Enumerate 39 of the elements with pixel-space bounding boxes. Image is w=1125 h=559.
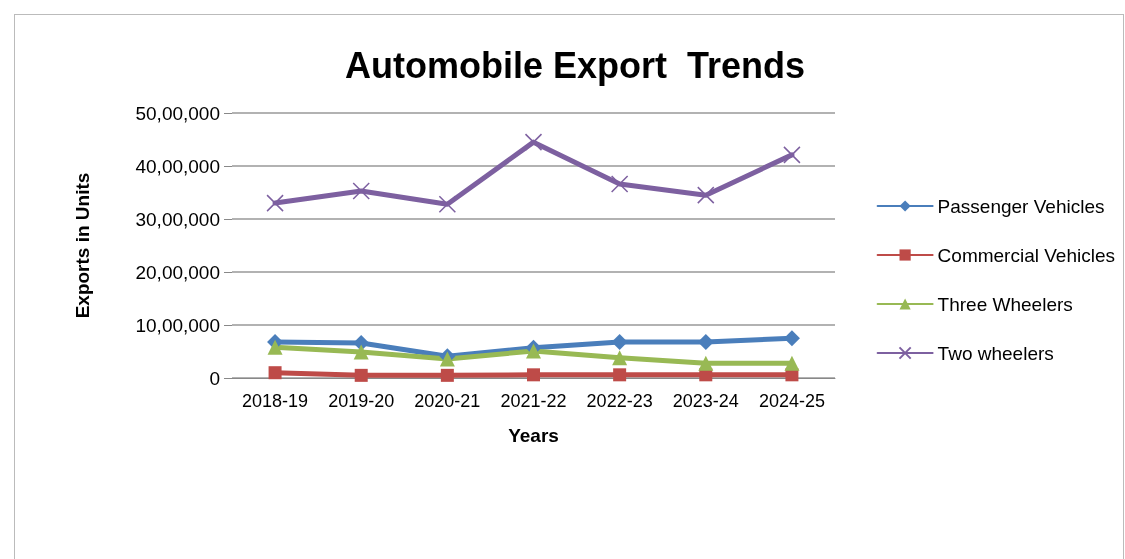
point (438, 195, 457, 213)
point (440, 368, 454, 382)
y-tick-label: 30,00,000 (135, 208, 220, 230)
y-tick-label: 20,00,000 (135, 261, 220, 283)
y-tick-label: 40,00,000 (135, 155, 220, 177)
y-tick-label: 10,00,000 (135, 314, 220, 336)
point (697, 186, 715, 204)
x-tick-label: 2018-19 (242, 391, 309, 411)
y-axis-title: Exports in Units (72, 172, 93, 319)
x-tick-label: 2023-24 (672, 391, 739, 411)
point (266, 194, 284, 212)
point (267, 339, 283, 355)
x-axis-title: Years (508, 425, 559, 446)
point (353, 344, 369, 360)
point (613, 368, 627, 382)
point (784, 355, 800, 371)
point (352, 182, 370, 200)
point (268, 366, 282, 380)
legend-label: Passenger Vehicles (937, 195, 1105, 217)
point (524, 133, 543, 151)
point (354, 368, 368, 382)
x-tick-label: 2020-21 (414, 391, 481, 411)
point (527, 368, 540, 382)
point (612, 350, 628, 366)
legend-label: Commercial Vehicles (937, 244, 1116, 266)
legend-label: Three Wheelers (937, 293, 1073, 315)
x-tick-label: 2022-23 (586, 391, 653, 411)
point (783, 146, 801, 164)
point (610, 175, 629, 193)
x-tick-label: 2021-22 (500, 391, 567, 411)
point (526, 343, 541, 359)
y-tick-label: 0 (209, 367, 220, 389)
legend-label: Two wheelers (937, 342, 1054, 364)
x-tick-label: 2024-25 (758, 391, 825, 411)
chart-title: Automobile Export Trends (344, 44, 806, 86)
y-tick-label: 50,00,000 (135, 102, 220, 124)
point (698, 355, 714, 371)
point (611, 333, 628, 350)
x-tick-label: 2019-20 (328, 391, 395, 411)
